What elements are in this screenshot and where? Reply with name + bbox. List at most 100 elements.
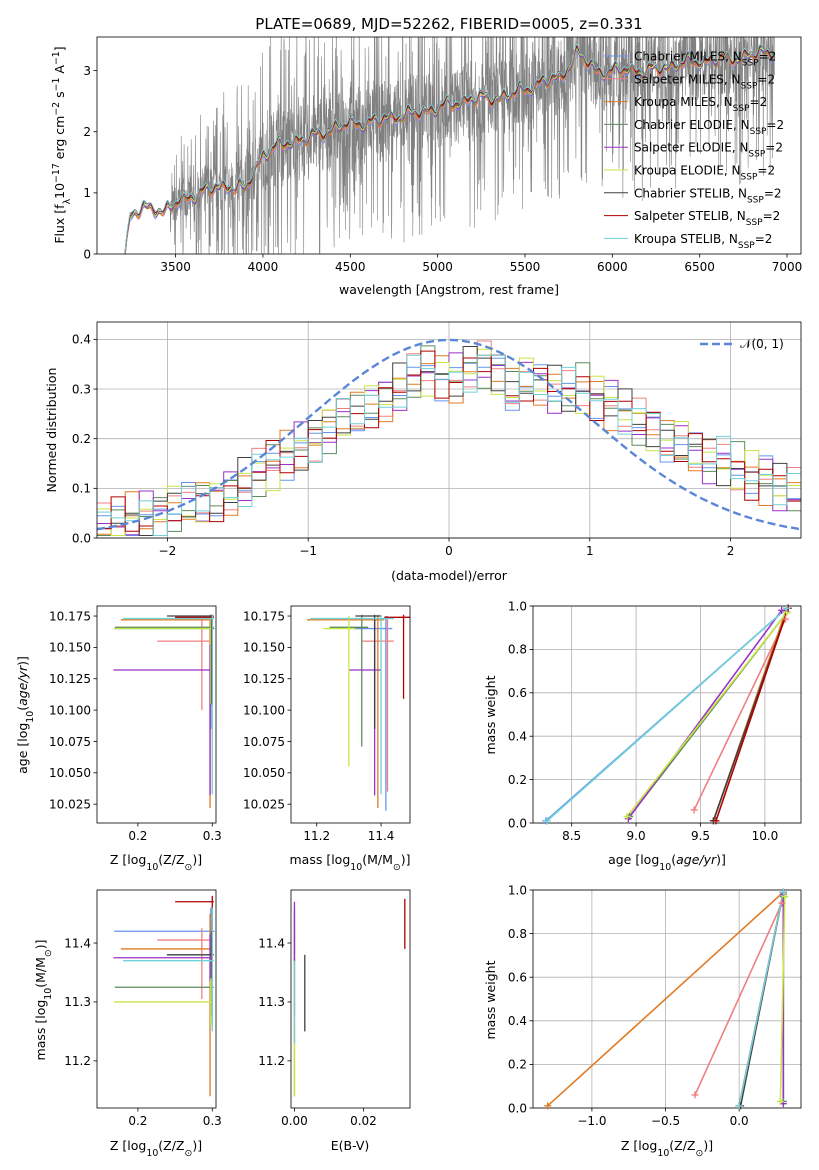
y-tick-label: 10.125 [243,672,285,686]
mass-weight-marker [623,812,631,820]
mass-weight-line [779,896,786,1102]
plot-area [293,898,406,1097]
y-axis-label: mass weight [483,960,498,1039]
legend-entry: 𝒩(0, 1) [740,337,784,351]
mass-weight-marker [778,899,786,907]
mass-weight-marker [544,1102,552,1110]
x-tick-label: 0 [445,544,453,558]
y-axis-label: age [log10(age/yr)] [15,656,36,774]
y-tick-label: 0.8 [508,643,527,657]
y-tick-label: 3 [83,64,91,78]
x-tick-label: 0.00 [281,1114,308,1128]
plot-area [547,891,786,1107]
x-tick-label: −2 [159,544,177,558]
y-tick-label: 0.1 [72,482,91,496]
y-tick-label: 10.050 [49,766,91,780]
mass-weight-marker [735,1102,743,1110]
x-tick-label: 0.3 [203,1114,222,1128]
mass-weight-marker [690,806,698,814]
plot-area [113,614,215,808]
x-axis-label: mass [log10(M/M⊙)] [290,852,411,873]
x-tick-label: 3500 [160,260,191,274]
x-axis-label: Z [log10(Z/Z⊙)] [621,1138,713,1159]
y-tick-label: 11.2 [258,1054,285,1068]
y-tick-label: 0.0 [508,1101,527,1115]
x-tick-label: 10.0 [752,829,779,843]
panel-mass-weight-vs-age: 8.5 9.0 9.5 10.0 0.0 0.2 0.4 0.6 0.8 1.0 age [log1… [483,599,802,873]
axes-frame [290,605,411,824]
y-tick-label: 2 [83,125,91,139]
figure-title: PLATE=0689, MJD=52262, FIBERID=0005, z=0… [255,15,642,33]
mass-weight-line [627,609,783,820]
mass-weight-line [693,618,787,811]
panel-age-vs-mass: 11.2 11.4 10.025 10.050 10.075 10.100 10.125 10… [243,605,411,873]
y-tick-label: 0.0 [72,531,91,545]
mass-weight-marker [783,604,791,612]
x-tick-label: 7000 [772,260,803,274]
plot-area [124,37,776,254]
y-tick-label: 10.150 [243,641,285,655]
y-tick-label: 1 [83,186,91,200]
y-tick-label: 10.075 [49,735,91,749]
mass-weight-marker [781,893,789,901]
x-tick-label: 0.3 [203,829,222,843]
x-tick-label: 5500 [510,260,541,274]
gaussian-curve [97,338,801,531]
plot-area [545,607,789,822]
axes-frame [96,889,217,1109]
x-axis-label: wavelength [Angstrom, rest frame] [339,282,559,297]
y-tick-label: 10.025 [243,797,285,811]
x-axis-label: Z [log10(Z/Z⊙)] [110,852,202,873]
y-tick-label: 10.175 [49,609,91,623]
y-tick-label: 0.2 [72,432,91,446]
y-axis-label: Normed distribution [44,368,59,493]
axes-frame [290,889,411,1109]
y-tick-label: 0.0 [508,816,527,830]
observed-spectrum [124,37,775,254]
legend-entry: Salpeter ELODIE, NSSP=2 [634,141,783,160]
panel-mass-vs-Z: 0.2 0.3 11.2 11.3 11.4 Z [log10(Z/Z⊙)] mass [l… [33,889,222,1159]
y-tick-label: 0.3 [72,382,91,396]
mass-weight-line [626,612,788,817]
y-tick-label: 10.100 [49,703,91,717]
y-tick-label: 1.0 [508,883,527,897]
mass-weight-marker [712,817,720,825]
x-tick-label: 8.5 [562,829,581,843]
mass-weight-line [546,607,788,822]
y-tick-label: 11.3 [64,995,91,1009]
x-axis-label: Z [log10(Z/Z⊙)] [110,1138,202,1159]
y-tick-label: 10.175 [243,609,285,623]
legend-entry: Salpeter STELIB, NSSP=2 [634,209,780,228]
residual-histogram [97,348,801,536]
residual-histogram [97,350,801,532]
mass-weight-line [694,902,783,1096]
y-tick-label: 0.8 [508,927,527,941]
x-tick-label: −1 [299,544,317,558]
y-tick-label: 11.4 [64,936,91,950]
y-tick-label: 0.4 [508,1014,527,1028]
legend-entry: Kroupa MILES, NSSP=2 [634,95,767,114]
panel-spectrum: 3500 4000 4500 5000 5500 6000 6500 7000 0 1 2 3 Flux… [51,36,803,297]
x-tick-label: 6000 [597,260,628,274]
model-spectrum [124,43,776,254]
mass-weight-marker [782,615,790,623]
x-tick-label: 5000 [422,260,453,274]
plot-area [113,895,215,1097]
model-spectrum [124,46,776,254]
x-tick-label: 2 [727,544,735,558]
y-tick-label: 10.075 [243,735,285,749]
y-tick-label: 11.3 [258,995,285,1009]
mass-weight-line [547,891,784,1107]
panel-mass-vs-EBV: 0.00 0.02 11.2 11.3 11.4 E(B-V) [258,889,411,1153]
x-tick-label: 9.5 [691,829,710,843]
y-tick-label: 10.025 [49,797,91,811]
x-tick-label: 0.2 [128,1114,147,1128]
y-tick-label: 0.2 [508,773,527,787]
x-tick-label: 4500 [335,260,366,274]
axes-frame [532,889,802,1109]
axes-frame [96,36,802,255]
x-tick-label: 0.02 [350,1114,377,1128]
x-tick-label: −0.5 [651,1114,680,1128]
x-axis-label: age [log10(age/yr)] [608,852,726,873]
